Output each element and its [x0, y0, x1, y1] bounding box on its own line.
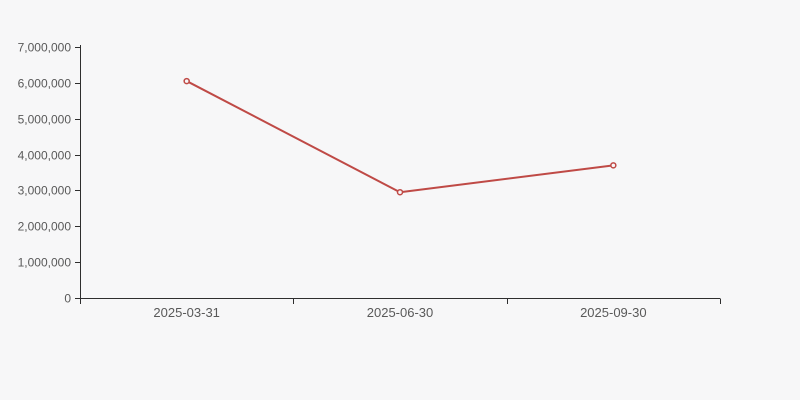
series-line — [185, 80, 615, 194]
y-tick-label: 2,000,000 — [18, 220, 72, 234]
y-tick-label: 7,000,000 — [18, 41, 72, 55]
y-tick-label: 6,000,000 — [18, 77, 72, 91]
data-point-marker — [396, 188, 404, 196]
data-point-marker — [183, 77, 190, 85]
y-tick-label: 0 — [64, 292, 71, 306]
y-tick-label: 5,000,000 — [18, 113, 72, 127]
x-tick-label: 2025-09-30 — [580, 305, 647, 320]
y-tick-label: 1,000,000 — [18, 256, 72, 270]
y-tick-label: 4,000,000 — [18, 149, 72, 163]
x-tick-label: 2025-06-30 — [367, 305, 434, 320]
x-tick-label: 2025-03-31 — [153, 305, 220, 320]
data-point-marker — [610, 162, 617, 169]
y-tick-label: 3,000,000 — [18, 184, 72, 198]
